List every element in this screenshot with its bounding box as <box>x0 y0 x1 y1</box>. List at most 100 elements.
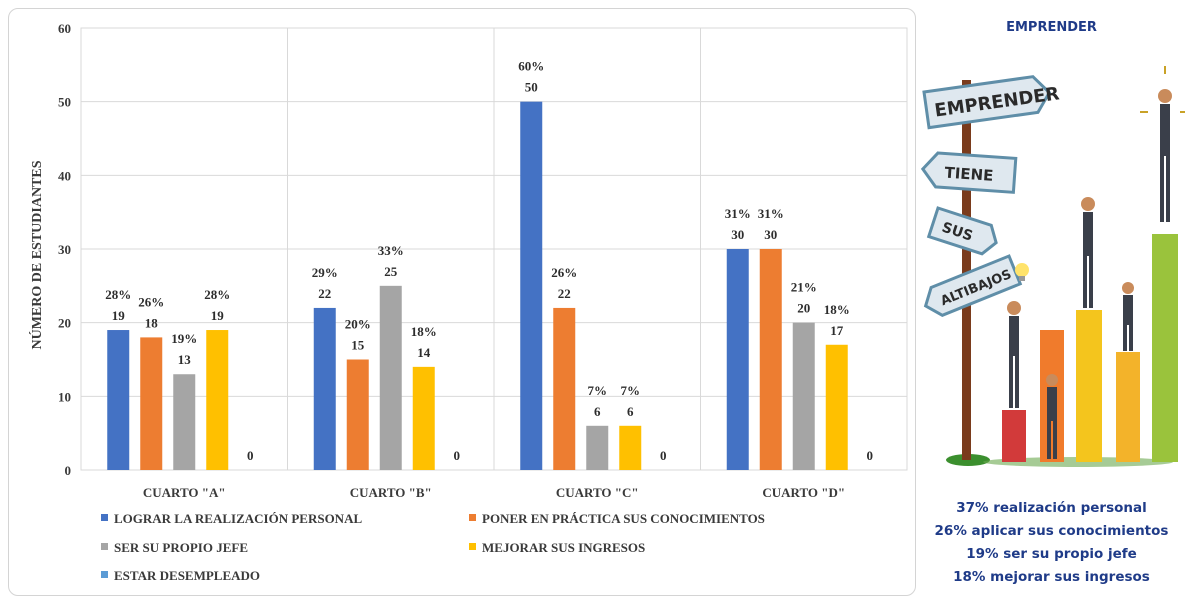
sign-tiene: TIENE <box>920 151 1018 194</box>
percent-label: 7% <box>588 383 608 398</box>
person-icon <box>1046 374 1058 459</box>
x-tick-label: CUARTO "C" <box>556 485 639 500</box>
value-label: 6 <box>627 404 634 419</box>
value-label: 0 <box>660 448 667 463</box>
bar <box>825 344 848 470</box>
bar <box>412 366 435 470</box>
y-tick-label: 50 <box>58 95 71 110</box>
value-label: 6 <box>594 404 601 419</box>
bar <box>173 374 196 470</box>
legend-label: ESTAR DESEMPLEADO <box>114 568 260 583</box>
y-tick-label: 0 <box>65 463 72 478</box>
value-label: 30 <box>731 227 744 242</box>
value-label: 15 <box>351 338 365 353</box>
entrepreneur-illustration: EMPRENDER TIENE SUS ALTIBAJOS <box>920 66 1185 467</box>
bar <box>586 425 609 470</box>
bar <box>726 249 749 470</box>
side-title: EMPRENDER <box>1006 20 1097 35</box>
bar <box>379 285 402 470</box>
summary-line: 19% ser su propio jefe <box>966 546 1137 562</box>
bar <box>313 307 336 470</box>
value-label: 30 <box>764 227 777 242</box>
value-label: 0 <box>454 448 461 463</box>
sparkle-icon <box>1140 66 1185 113</box>
legend-label: PONER EN PRÁCTICA SUS CONOCIMIENTOS <box>482 511 765 526</box>
value-label: 25 <box>384 264 398 279</box>
legend-swatch <box>101 543 108 550</box>
person-icon <box>1007 301 1021 408</box>
sign-label: TIENE <box>944 164 994 185</box>
person-icon <box>1158 89 1172 222</box>
y-tick-label: 10 <box>58 389 71 404</box>
illus-bar-yellow <box>1076 310 1102 462</box>
value-label: 19 <box>211 308 225 323</box>
percent-label: 29% <box>312 265 338 280</box>
person-icon <box>1081 197 1095 308</box>
value-label: 19 <box>112 308 126 323</box>
side-panel: EMPRENDER EMPRENDER TIENE SUS ALTIBAJOS <box>918 0 1185 597</box>
value-label: 0 <box>867 448 874 463</box>
sign-sus: SUS <box>926 206 998 256</box>
y-axis-label: NÚMERO DE ESTUDIANTES <box>28 160 45 349</box>
legend-swatch <box>101 514 108 521</box>
summary-line: 37% realización personal <box>956 500 1147 516</box>
legend-swatch <box>469 543 476 550</box>
percent-label: 7% <box>621 383 641 398</box>
illus-bar-amber <box>1116 352 1140 462</box>
legend-label: SER SU PROPIO JEFE <box>114 540 248 555</box>
x-tick-label: CUARTO "A" <box>143 485 226 500</box>
sign-emprender: EMPRENDER <box>922 75 1061 130</box>
bar <box>140 337 163 470</box>
percent-label: 60% <box>518 59 544 74</box>
summary-line: 26% aplicar sus conocimientos <box>934 523 1169 539</box>
bar <box>553 307 576 470</box>
percent-label: 18% <box>411 324 437 339</box>
signpost-pole <box>962 80 971 460</box>
value-label: 18 <box>145 315 159 330</box>
percent-label: 20% <box>345 317 371 332</box>
summary-list: 37% realización personal 26% aplicar sus… <box>918 497 1185 589</box>
summary-line: 18% mejorar sus ingresos <box>953 569 1150 585</box>
value-label: 22 <box>318 286 331 301</box>
x-tick-label: CUARTO "B" <box>350 485 432 500</box>
bar <box>792 322 815 470</box>
value-label: 13 <box>178 352 192 367</box>
percent-label: 31% <box>725 206 751 221</box>
bar <box>107 330 130 470</box>
bar <box>206 330 229 470</box>
legend-swatch <box>101 571 108 578</box>
bar <box>520 101 543 471</box>
legend-label: MEJORAR SUS INGRESOS <box>482 540 645 555</box>
y-tick-label: 40 <box>58 168 71 183</box>
y-tick-label: 60 <box>58 21 71 36</box>
percent-label: 28% <box>204 287 230 302</box>
value-label: 17 <box>830 323 844 338</box>
percent-label: 18% <box>824 302 850 317</box>
value-label: 0 <box>247 448 254 463</box>
value-label: 14 <box>417 345 431 360</box>
percent-label: 31% <box>758 206 784 221</box>
percent-label: 26% <box>551 265 577 280</box>
illus-bar-red <box>1002 410 1026 462</box>
x-tick-label: CUARTO "D" <box>762 485 845 500</box>
value-label: 22 <box>558 286 571 301</box>
lightbulb-icon <box>1015 263 1029 281</box>
illus-bar-green <box>1152 234 1178 462</box>
percent-label: 33% <box>378 243 404 258</box>
person-icon <box>1122 282 1134 351</box>
chart-card: 0 10 20 30 40 50 60 NÚMERO DE ESTUDIANTES 19 28% 1… <box>8 8 916 596</box>
percent-label: 26% <box>138 294 164 309</box>
percent-label: 21% <box>791 280 817 295</box>
legend-label: LOGRAR LA REALIZACIÓN PERSONAL <box>114 511 362 526</box>
value-label: 20 <box>797 301 810 316</box>
bar <box>619 425 642 470</box>
bar <box>759 249 782 470</box>
legend-swatch <box>469 514 476 521</box>
value-label: 50 <box>525 80 538 95</box>
y-tick-label: 20 <box>58 316 71 331</box>
percent-label: 28% <box>105 287 131 302</box>
y-tick-label: 30 <box>58 242 71 257</box>
bar <box>346 359 369 470</box>
percent-label: 19% <box>171 331 197 346</box>
